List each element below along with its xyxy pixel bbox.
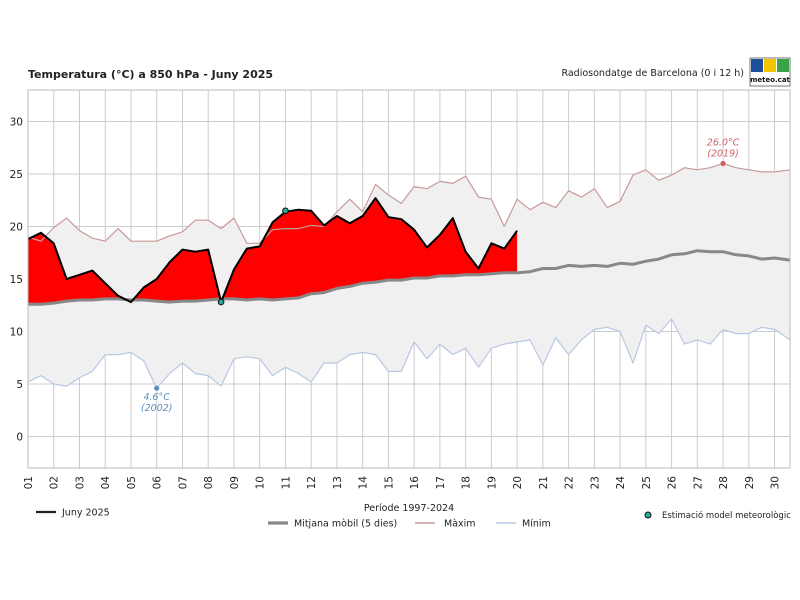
mean-line [28,249,791,306]
max-record-year: (2019) [707,149,739,160]
legend-juny-label: Juny 2025 [61,508,110,519]
logo-sun-block [764,59,776,72]
legend-min-label: Mínim [522,519,551,530]
x-tick-label: 22 [564,476,576,489]
x-tick-label: 24 [615,476,627,490]
x-tick-label: 03 [74,476,86,489]
above-mean-area [28,198,518,305]
x-axis-ticks: 01 02 03 04 05 06 07 08 09 10 11 12 13 14 15 16 17 18 19 20… [23,476,782,490]
x-tick-label: 27 [692,476,704,489]
max-record-value: 26.0°C [707,138,740,149]
x-tick-label: 18 [461,476,473,489]
y-tick-label: 10 [10,327,23,339]
x-tick-label: 29 [744,476,756,489]
record-annotations: 26.0°C(2019) 4.6°C(2002) [141,138,740,415]
x-tick-label: 16 [409,476,421,490]
legend-max-label: Màxim [444,519,476,530]
juny-2025-line [27,197,518,304]
chart-title: Temperatura (°C) a 850 hPa - Juny 2025 [28,68,273,81]
x-tick-label: 05 [126,476,138,489]
plot-frame [27,89,791,469]
legend: Juny 2025 Període 1997-2024 Mitjana mòbi… [36,503,791,530]
legend-model-swatch [644,511,652,519]
min-record-dot [154,385,160,391]
max-line [27,162,791,244]
station-label: Radiosondatge de Barcelona (0 i 12 h) [561,68,744,79]
logo-text: meteo.cat [750,76,790,84]
meteocat-logo: meteo.cat [749,57,791,87]
y-tick-label: 5 [16,379,23,391]
x-tick-label: 12 [306,476,318,489]
x-tick-label: 21 [538,476,550,489]
y-tick-label: 20 [10,222,23,234]
y-tick-label: 0 [16,432,23,444]
min-record-year: (2002) [141,403,173,414]
max-record-dot [720,160,726,167]
x-tick-label: 17 [435,476,447,489]
model-estimate-markers [217,207,289,306]
x-tick-label: 25 [641,476,653,489]
x-tick-label: 28 [718,476,730,489]
x-tick-label: 02 [49,476,61,489]
x-tick-label: 09 [229,476,241,489]
series-lines [27,162,791,389]
model-estimate-marker [282,207,289,215]
legend-period-title: Període 1997-2024 [364,503,454,514]
x-tick-label: 01 [23,476,35,489]
model-estimate-marker [217,298,225,306]
x-tick-label: 07 [177,476,189,489]
logo-green-block [777,59,789,72]
y-tick-label: 15 [10,274,23,286]
x-tick-label: 11 [280,476,292,489]
x-tick-label: 19 [486,476,498,489]
y-axis-ticks: 0 5 10 15 20 25 30 [10,117,23,444]
x-tick-label: 08 [203,476,215,489]
legend-model-label: Estimació model meteorològic [662,510,791,521]
x-tick-label: 23 [589,476,601,489]
min-record-value: 4.6°C [143,392,170,403]
x-tick-label: 14 [358,476,370,490]
x-tick-label: 30 [770,476,782,489]
x-tick-label: 13 [332,476,344,489]
y-tick-label: 30 [10,117,23,129]
x-tick-label: 04 [100,476,112,490]
y-tick-label: 25 [10,169,23,181]
x-tick-label: 10 [255,476,267,489]
above-mean-fill [28,198,518,305]
x-tick-label: 15 [383,476,395,489]
x-tick-label: 26 [667,476,679,490]
legend-mean-label: Mitjana mòbil (5 dies) [294,519,397,530]
x-tick-label: 06 [152,476,164,490]
min-line [27,318,791,389]
logo-blue-block [751,59,763,72]
x-tick-label: 20 [512,476,524,489]
